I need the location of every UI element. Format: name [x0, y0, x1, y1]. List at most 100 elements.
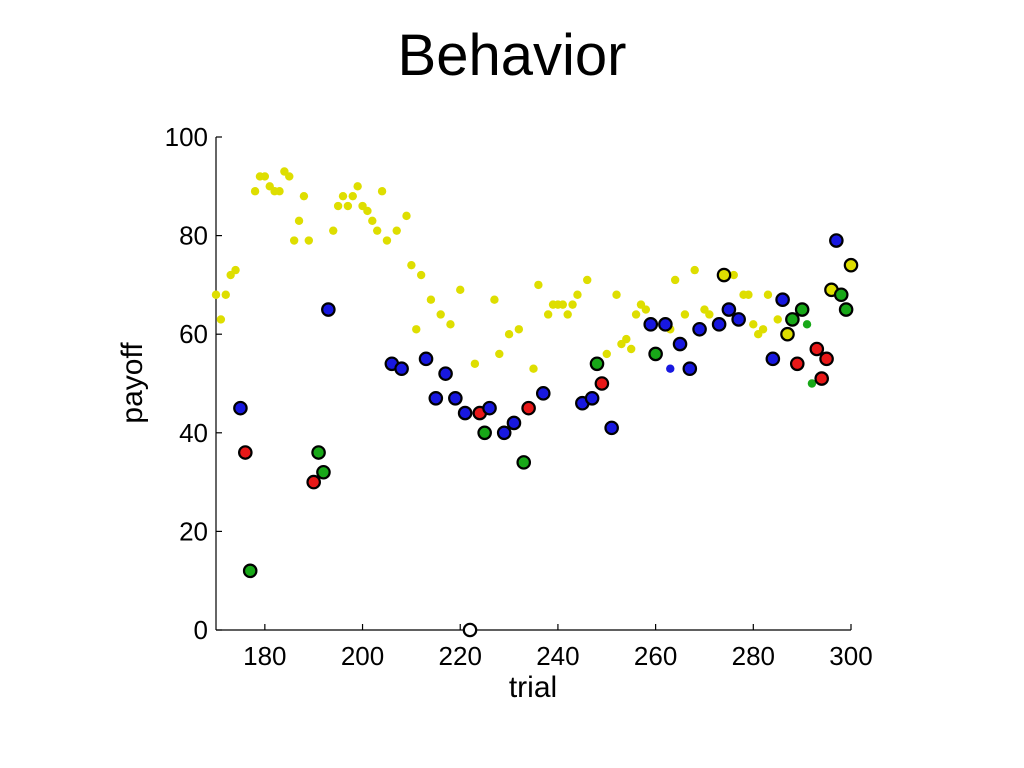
y-tick-label: 60 [179, 319, 208, 349]
small-point [758, 325, 768, 334]
small-point [622, 334, 631, 344]
small-point [363, 206, 372, 216]
small-point [416, 270, 426, 280]
small-point [583, 275, 592, 285]
x-axis-label: trial [509, 671, 557, 704]
y-axis-label: payoff [116, 342, 149, 424]
small-point [299, 191, 309, 201]
large-point [394, 361, 409, 377]
small-point [275, 187, 284, 196]
small-point [221, 290, 230, 299]
x-tick-label: 200 [341, 641, 384, 671]
large-point [594, 376, 610, 391]
small-point [343, 201, 353, 211]
large-point [321, 302, 336, 317]
large-points [233, 233, 859, 638]
large-point [672, 336, 688, 352]
small-points [211, 167, 817, 388]
large-point [829, 233, 844, 248]
small-point [641, 305, 651, 314]
small-point [333, 201, 343, 211]
small-point [304, 236, 314, 245]
large-point [789, 356, 805, 372]
y-tick-label: 40 [179, 418, 208, 448]
small-point [558, 300, 568, 309]
small-point [407, 260, 416, 270]
small-point [666, 364, 675, 373]
small-point [353, 182, 362, 191]
y-tick-label: 20 [179, 516, 208, 546]
small-point [250, 187, 260, 196]
large-point [506, 415, 522, 431]
large-point [306, 474, 321, 490]
large-point [682, 361, 698, 377]
large-point [496, 425, 512, 441]
small-point [543, 310, 553, 319]
small-point [289, 236, 299, 245]
large-point [238, 445, 253, 460]
small-point [456, 285, 465, 295]
small-point [690, 265, 699, 275]
large-point [775, 292, 790, 307]
small-point [749, 320, 758, 329]
small-point [294, 216, 304, 226]
large-point [428, 390, 444, 406]
large-point [648, 346, 663, 362]
large-point [589, 356, 605, 372]
large-point [819, 351, 834, 367]
x-tick-label: 220 [439, 641, 482, 671]
large-point [311, 445, 326, 460]
small-point [729, 270, 738, 280]
large-point [843, 257, 859, 273]
small-point [802, 320, 812, 329]
ticks: 180 200 220 240 260 280 300 0 20 40 60 80 100 [165, 122, 873, 671]
x-tick-label: 280 [732, 641, 775, 671]
small-point [705, 310, 714, 319]
small-point [436, 310, 445, 319]
large-point [457, 405, 473, 421]
axes [215, 137, 851, 631]
small-point [231, 265, 240, 275]
small-point [495, 349, 504, 359]
small-point [446, 320, 455, 329]
small-point [490, 295, 499, 304]
small-point [602, 349, 611, 359]
small-point [377, 187, 387, 196]
large-point [242, 563, 258, 579]
small-point [514, 325, 524, 334]
large-point [765, 351, 781, 367]
small-point [534, 280, 543, 290]
small-point [680, 310, 690, 319]
large-point [658, 317, 673, 332]
large-point [731, 312, 746, 327]
small-point [260, 172, 270, 181]
large-point [809, 341, 825, 357]
large-point [833, 287, 849, 303]
large-point [721, 302, 737, 317]
small-point [426, 295, 436, 304]
small-point [348, 191, 357, 201]
large-point [643, 317, 659, 332]
small-point [807, 379, 817, 388]
large-point [838, 302, 854, 317]
small-point [670, 275, 680, 285]
small-point [744, 290, 753, 299]
large-point [233, 400, 248, 416]
large-point [716, 267, 732, 283]
small-point [573, 290, 582, 299]
large-point [448, 390, 463, 406]
small-point [412, 325, 421, 334]
x-tick-label: 240 [536, 641, 579, 671]
x-tick-label: 260 [634, 641, 677, 671]
large-point [780, 326, 795, 342]
small-point [612, 290, 621, 299]
small-point [392, 226, 401, 235]
large-point [462, 622, 478, 638]
chart-title: Behavior [397, 23, 627, 88]
small-point [368, 216, 377, 226]
small-point [402, 211, 411, 221]
small-point [763, 290, 773, 299]
large-point [535, 386, 551, 401]
small-point [211, 290, 221, 299]
